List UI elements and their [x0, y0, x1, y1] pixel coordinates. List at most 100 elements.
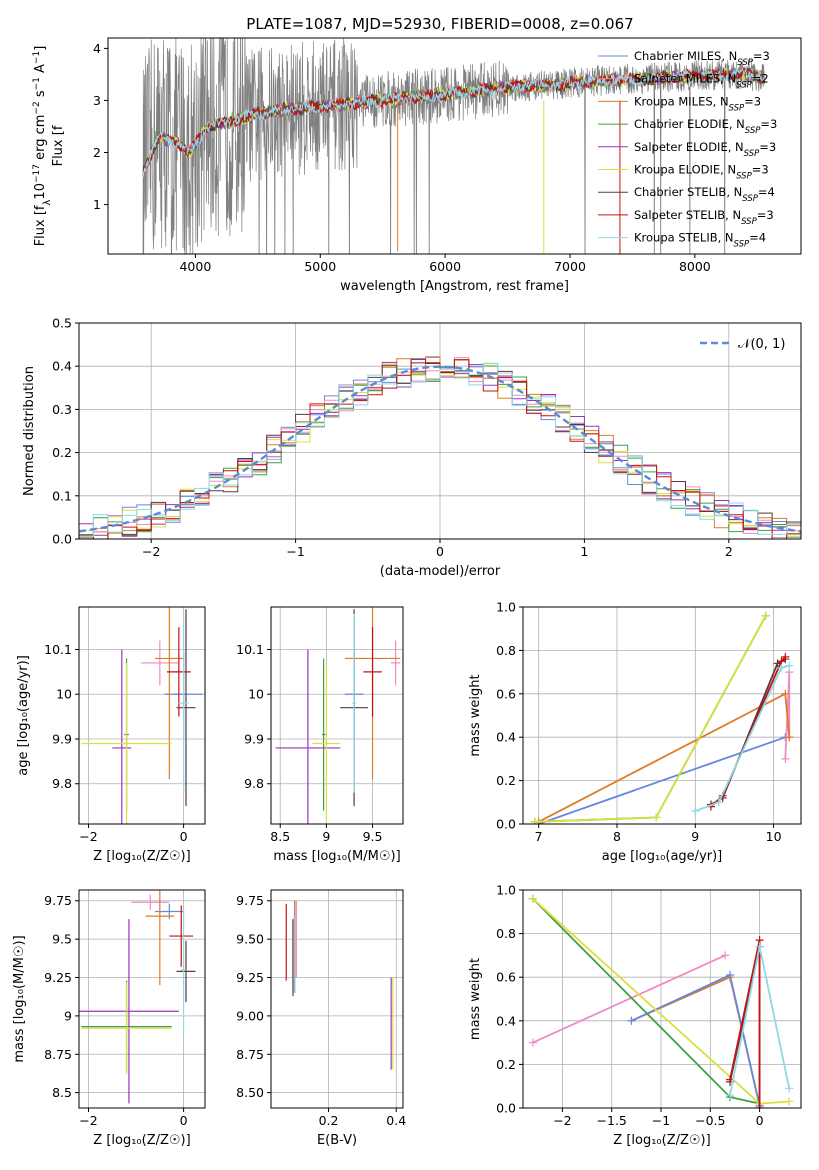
legend-label: Chabrier ELODIE, NSSP=3: [634, 117, 777, 136]
grid: [271, 890, 403, 1108]
x-tick-label: −0.5: [695, 1113, 725, 1128]
x-axis-label: Z [log₁₀(Z/Z☉)]: [613, 1133, 710, 1148]
x-tick-label: 5000: [304, 259, 336, 274]
x-tick-label: 9: [691, 829, 699, 844]
y-tick-label: 9: [64, 1008, 72, 1023]
axes-frame: [270, 606, 404, 825]
y-axis-label: age [log₁₀(age/yr)]: [16, 655, 31, 776]
y-tick-label: 10.1: [44, 642, 72, 657]
y-tick-label: 4: [93, 41, 101, 56]
y-tick-label: 9.9: [52, 731, 72, 746]
x-axis-label: age [log₁₀(age/yr)]: [602, 849, 723, 864]
x-tick-label: 10: [766, 829, 782, 844]
y-tick-label: 3: [93, 93, 101, 108]
y-axis-label: mass weight: [468, 674, 483, 756]
grid: [271, 607, 403, 824]
weight-line: [532, 954, 726, 1044]
legend-label: Kroupa MILES, NSSP=3: [634, 94, 761, 113]
y-tick-label: 1.0: [496, 600, 516, 615]
y-tick-label: 8.75: [236, 1047, 264, 1062]
x-axis-label: mass [log₁₀(M/M☉)]: [273, 849, 400, 864]
y-tick-label: 10.1: [236, 642, 264, 657]
x-tick-label: 8000: [679, 259, 711, 274]
x-tick-label: −1.5: [597, 1113, 627, 1128]
weight-marker: [785, 1084, 794, 1093]
y-axis-label: Normed distribution: [22, 366, 37, 496]
y-tick-label: 8.75: [44, 1047, 72, 1062]
y-tick-label: 9.25: [44, 970, 72, 985]
y-axis-label: Flux [f: [51, 125, 66, 166]
x-tick-label: 0: [180, 829, 188, 844]
legend-label: Salpeter MILES, NSSP=2: [634, 72, 769, 91]
axes-frame: [522, 606, 802, 825]
plot-area: [79, 890, 196, 1104]
x-tick-label: −2: [142, 544, 160, 559]
legend-label: Chabrier MILES, NSSP=3: [634, 49, 770, 68]
plot-area: [528, 894, 794, 1108]
y-tick-label: 9.75: [44, 893, 72, 908]
axes-frame: [78, 606, 206, 825]
weight-marker: [755, 942, 764, 951]
legend-label: Kroupa ELODIE, NSSP=3: [634, 163, 769, 182]
legend-label: 𝒩(0, 1): [738, 337, 785, 352]
weight-marker: [781, 754, 790, 763]
y-tick-label: 0.1: [52, 488, 72, 503]
x-axis-label: (data-model)/error: [380, 564, 501, 579]
x-tick-label: −2: [553, 1113, 571, 1128]
age-vs-metallicity-panel: −2 0 9.8 9.9 10 10.1 Z [log₁₀(Z/Z☉)] age [log₁₀…: [16, 606, 206, 864]
y-tick-label: 1.0: [496, 883, 516, 898]
x-tick-label: 1: [580, 544, 588, 559]
weight-line: [534, 615, 767, 823]
x-axis-label: wavelength [Angstrom, rest frame]: [340, 279, 569, 294]
weight-marker: [777, 663, 786, 672]
weight-marker: [761, 611, 770, 620]
legend-label: Chabrier STELIB, NSSP=4: [634, 185, 775, 204]
y-tick-label: 9.50: [236, 932, 264, 947]
x-tick-label: 0.4: [386, 1113, 406, 1128]
y-tick-label: 9.00: [236, 1008, 264, 1023]
x-tick-label: 0: [756, 1113, 764, 1128]
weight-line: [710, 656, 786, 808]
y-tick-label: 10: [56, 687, 72, 702]
axes-frame: [522, 889, 802, 1109]
y-tick-label: 0.0: [52, 532, 72, 547]
weight-marker: [781, 652, 790, 661]
x-tick-label: 4000: [179, 259, 211, 274]
spectrum-panel: 4000 5000 6000 7000 8000 1 2 3 4 wavelength [Angs…: [32, 37, 802, 294]
weight-vs-metallicity-panel: −2 −1.5 −1 −0.5 0 0.0 0.2 0.4 0.6 0.8 1.0 Z [log₁₀(…: [468, 883, 802, 1148]
x-tick-label: −1: [286, 544, 304, 559]
y-tick-label: 0.0: [496, 817, 516, 832]
y-tick-label: 0.4: [496, 730, 516, 745]
weight-marker: [726, 971, 735, 980]
y-tick-label: 9.5: [52, 932, 72, 947]
plot-area: [142, 38, 766, 254]
y-tick-label: 8.50: [236, 1085, 264, 1100]
y-tick-label: 9.75: [236, 893, 264, 908]
y-tick-label: 10: [248, 687, 264, 702]
x-axis-label: E(B-V): [317, 1133, 357, 1148]
y-tick-label: 0.0: [496, 1101, 516, 1116]
y-tick-label: 0.2: [496, 773, 516, 788]
model-spectrum-line: [142, 66, 766, 177]
weight-marker: [691, 806, 700, 815]
x-tick-label: −1: [652, 1113, 670, 1128]
spectrum-legend: Chabrier MILES, NSSP=3 Salpeter MILES, NS…: [598, 49, 777, 250]
legend-label: Salpeter ELODIE, NSSP=3: [634, 140, 776, 159]
y-tick-label: 0.6: [496, 686, 516, 701]
residual-histogram: [79, 362, 801, 538]
plot-area: [275, 607, 401, 824]
weight-line: [534, 615, 767, 823]
weight-marker: [781, 689, 790, 698]
axes-frame: [107, 37, 802, 255]
y-tick-label: 0.2: [496, 1057, 516, 1072]
x-axis-label: Z [log₁₀(Z/Z☉)]: [93, 1133, 190, 1148]
x-tick-label: −2: [79, 1113, 97, 1128]
y-axis-label: mass weight: [468, 958, 483, 1040]
x-tick-label: −2: [79, 829, 97, 844]
plot-area: [530, 611, 794, 824]
weight-line: [694, 664, 790, 812]
x-tick-label: 0.2: [319, 1113, 339, 1128]
y-tick-label: 0.5: [52, 316, 72, 331]
axes-frame: [270, 889, 404, 1109]
x-tick-label: 9: [322, 829, 330, 844]
